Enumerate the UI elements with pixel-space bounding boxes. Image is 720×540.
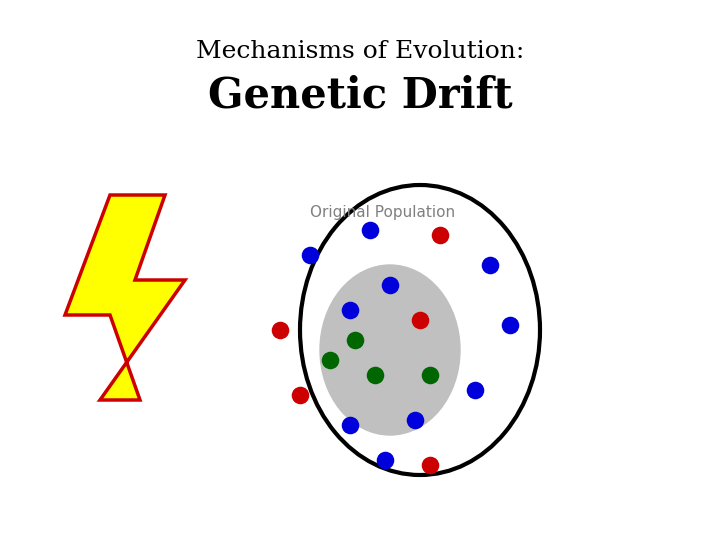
- Point: [434, 231, 446, 239]
- Point: [469, 386, 481, 394]
- Text: Original Population: Original Population: [310, 205, 455, 220]
- Point: [409, 416, 420, 424]
- Point: [274, 326, 286, 334]
- Text: Genetic Drift: Genetic Drift: [207, 75, 513, 117]
- Point: [305, 251, 316, 259]
- Point: [424, 461, 436, 469]
- Point: [344, 421, 356, 429]
- Point: [369, 370, 381, 379]
- Point: [364, 226, 376, 234]
- Point: [349, 336, 361, 345]
- Text: Mechanisms of Evolution:: Mechanisms of Evolution:: [196, 40, 524, 63]
- Point: [504, 321, 516, 329]
- Point: [379, 456, 391, 464]
- Point: [414, 316, 426, 325]
- Point: [384, 281, 396, 289]
- Point: [324, 356, 336, 364]
- Ellipse shape: [300, 185, 540, 475]
- Point: [344, 306, 356, 314]
- Point: [294, 390, 306, 399]
- Point: [485, 261, 496, 269]
- Polygon shape: [65, 195, 185, 400]
- Ellipse shape: [320, 265, 460, 435]
- Point: [424, 370, 436, 379]
